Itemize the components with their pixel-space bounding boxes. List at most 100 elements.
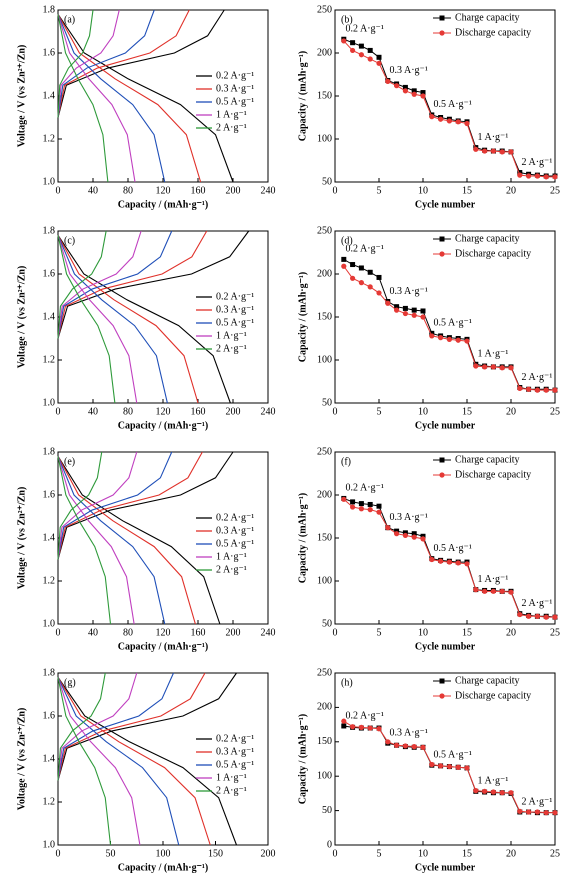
curve	[57, 9, 166, 183]
annotation: 0.3 A·g⁻¹	[390, 727, 428, 738]
marker	[464, 561, 470, 567]
panel-label: (g)	[64, 677, 76, 688]
marker	[420, 744, 426, 750]
y-tick-label: 0	[327, 839, 332, 850]
panel-label: (a)	[64, 14, 75, 25]
marker	[350, 262, 356, 268]
legend-marker	[439, 457, 445, 463]
x-tick-label: 5	[377, 627, 382, 638]
legend-label: Discharge capacity	[455, 248, 531, 259]
marker	[534, 173, 541, 179]
annotation: 0.2 A·g⁻¹	[346, 24, 384, 35]
x-tick-label: 15	[462, 185, 472, 196]
marker	[526, 386, 532, 392]
marker	[490, 789, 496, 795]
annotation: 1 A·g⁻¹	[478, 132, 509, 143]
marker	[429, 761, 435, 768]
marker	[552, 387, 558, 393]
curve	[57, 230, 208, 404]
y-tick-label: 200	[317, 489, 332, 500]
marker	[358, 265, 364, 271]
x-axis-label: Cycle number	[415, 862, 476, 873]
x-tick-label: 200	[226, 185, 241, 196]
y-tick-label: 1.4	[43, 311, 56, 322]
x-tick-label: 200	[261, 848, 276, 859]
legend-label: 0.5 A·g⁻¹	[216, 759, 254, 770]
panel-label: (h)	[341, 677, 353, 688]
marker	[534, 613, 541, 619]
marker	[552, 810, 558, 816]
marker	[526, 809, 532, 815]
x-tick-label: 150	[208, 848, 223, 859]
x-tick-label: 100	[156, 848, 171, 859]
legend-label: 1 A·g⁻¹	[216, 109, 247, 120]
legend-marker	[439, 236, 445, 242]
marker	[438, 558, 444, 564]
curve	[57, 451, 112, 625]
marker	[543, 614, 549, 620]
marker	[473, 146, 479, 152]
marker	[402, 84, 408, 90]
y-tick-label: 200	[317, 47, 332, 58]
x-axis-label: Capacity / (mAh·g⁻¹)	[118, 199, 209, 210]
x-tick-label: 25	[550, 627, 560, 638]
y-axis-label: Capacity / (mAh·g⁻¹)	[297, 493, 308, 584]
marker	[543, 387, 549, 393]
marker	[420, 90, 426, 96]
y-tick-label: 1.2	[43, 575, 56, 586]
x-tick-label: 120	[156, 406, 171, 417]
marker	[526, 173, 532, 179]
y-tick-label: 1.8	[43, 446, 56, 457]
annotation: 2 A·g⁻¹	[522, 157, 553, 168]
y-tick-label: 200	[317, 268, 332, 279]
annotation: 0.2 A·g⁻¹	[346, 710, 384, 721]
x-tick-label: 120	[156, 627, 171, 638]
marker	[367, 501, 373, 507]
marker	[438, 116, 444, 122]
marker	[482, 364, 488, 370]
y-tick-label: 100	[317, 133, 332, 144]
legend-label: Discharge capacity	[455, 690, 531, 701]
x-tick-label: 10	[418, 627, 428, 638]
y-axis-label: Voltage / V (vs Zn²⁺/Zn)	[16, 266, 27, 369]
marker	[341, 263, 347, 269]
marker	[420, 93, 426, 99]
panel-label: (c)	[64, 235, 75, 246]
marker	[376, 54, 382, 60]
marker	[490, 364, 496, 370]
marker	[473, 788, 479, 794]
marker	[341, 718, 347, 724]
curve	[57, 9, 136, 183]
curve	[57, 451, 234, 625]
x-tick-label: 0	[333, 848, 338, 859]
legend-label: 1 A·g⁻¹	[216, 772, 247, 783]
x-tick-label: 0	[333, 185, 338, 196]
annotation: 0.5 A·g⁻¹	[434, 749, 472, 760]
legend-label: 0.5 A·g⁻¹	[216, 538, 254, 549]
y-tick-label: 50	[322, 805, 332, 816]
annotation: 2 A·g⁻¹	[522, 796, 553, 807]
marker	[534, 809, 541, 815]
annotation: 0.3 A·g⁻¹	[390, 286, 428, 297]
marker	[464, 765, 470, 771]
y-tick-label: 1.4	[43, 90, 56, 101]
x-tick-label: 0	[333, 406, 338, 417]
legend-label: 0.2 A·g⁻¹	[216, 733, 254, 744]
x-tick-label: 15	[462, 848, 472, 859]
marker	[411, 88, 417, 94]
y-tick-label: 50	[322, 397, 332, 408]
y-tick-label: 1.4	[43, 532, 56, 543]
curve	[57, 672, 180, 846]
x-tick-label: 25	[550, 185, 560, 196]
marker	[367, 725, 373, 731]
x-tick-label: 0	[56, 185, 61, 196]
y-tick-label: 1.0	[43, 839, 56, 850]
marker	[499, 149, 505, 155]
y-tick-label: 200	[317, 702, 332, 713]
panel-label: (b)	[341, 14, 353, 25]
marker	[411, 744, 417, 750]
x-tick-label: 0	[56, 627, 61, 638]
x-tick-label: 200	[226, 406, 241, 417]
marker	[402, 743, 408, 749]
